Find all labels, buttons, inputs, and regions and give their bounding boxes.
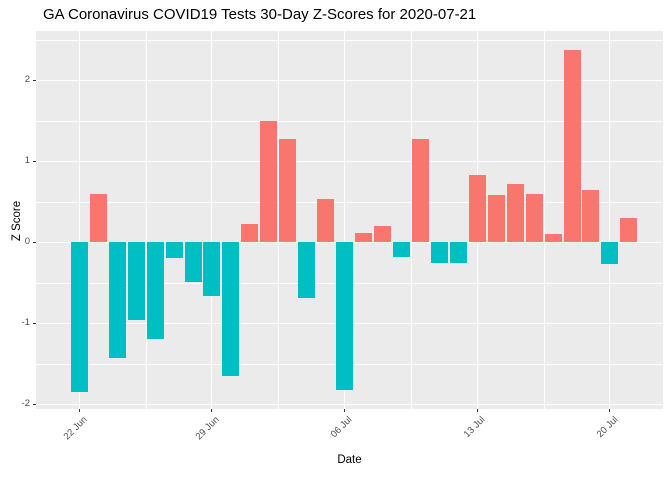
bar-01-jul [241,223,259,243]
y-tick-mark [33,79,36,81]
y-tick-label: 0 [24,236,30,248]
bar-06-jul [336,242,354,390]
bar-29-jun [203,242,221,296]
bar-20-jul [601,242,619,265]
bar-21-jul [620,218,638,243]
y-tick-mark [33,322,36,324]
gridline-major-vertical [344,31,346,409]
bar-17-jul [544,234,562,243]
gridline-major-horizontal [36,160,663,162]
bar-10-jul [411,139,429,243]
gridline-major-vertical [211,31,213,409]
bar-24-jun [108,242,126,359]
bar-11-jul [430,242,448,263]
gridline-major-horizontal [36,79,663,81]
x-tick-label: 20 Jul [594,414,620,441]
gridline-minor-horizontal [36,120,663,122]
bar-28-jun [184,242,202,282]
x-tick-mark [211,409,213,412]
bar-18-jul [563,49,581,243]
chart-title: GA Coronavirus COVID19 Tests 30-Day Z-Sc… [43,6,477,23]
x-tick-label: 06 Jul [328,414,355,441]
bar-07-jul [355,233,373,243]
gridline-minor-vertical [278,31,279,409]
bar-19-jul [582,189,600,243]
x-tick-label: 29 Jun [194,414,223,443]
bar-05-jul [317,199,335,243]
y-tick-label: -2 [21,398,30,410]
y-axis-title: Z Score [11,200,23,242]
y-tick-mark [33,160,36,162]
x-tick-mark [476,409,478,412]
gridline-minor-vertical [543,31,545,409]
bar-04-jul [298,242,316,299]
x-tick-mark [609,409,611,412]
bar-03-jul [279,139,297,243]
bar-27-jun [165,242,183,259]
bar-23-jun [89,193,107,243]
x-tick-label: 13 Jul [461,414,488,441]
x-tick-label: 22 Jun [61,414,90,443]
gridline-minor-horizontal [36,39,663,41]
gridline-major-vertical [78,31,80,409]
bar-25-jun [127,242,145,321]
gridline-major-vertical [609,31,611,409]
x-tick-mark [344,409,346,412]
gridline-minor-vertical [410,31,412,409]
x-tick-mark [78,409,80,412]
bar-22-jun [70,242,88,393]
bar-08-jul [374,226,391,243]
bar-09-jul [392,242,410,257]
gridline-minor-horizontal [36,201,663,203]
plot-panel [36,31,663,409]
bar-15-jul [506,183,524,243]
gridline-major-horizontal [36,403,663,405]
bar-16-jul [525,193,543,243]
y-tick-mark [33,403,36,405]
x-axis-title: Date [337,454,362,466]
y-tick-label: 1 [24,155,30,167]
bar-02-jul [260,120,278,243]
y-tick-label: -1 [21,317,30,329]
bar-14-jul [487,195,505,243]
y-tick-label: 2 [24,74,30,86]
y-tick-mark [33,241,36,243]
bar-13-jul [468,175,486,243]
bar-12-jul [449,242,467,263]
gridline-minor-vertical [145,31,147,409]
bar-26-jun [146,242,164,340]
bar-30-jun [222,242,240,376]
